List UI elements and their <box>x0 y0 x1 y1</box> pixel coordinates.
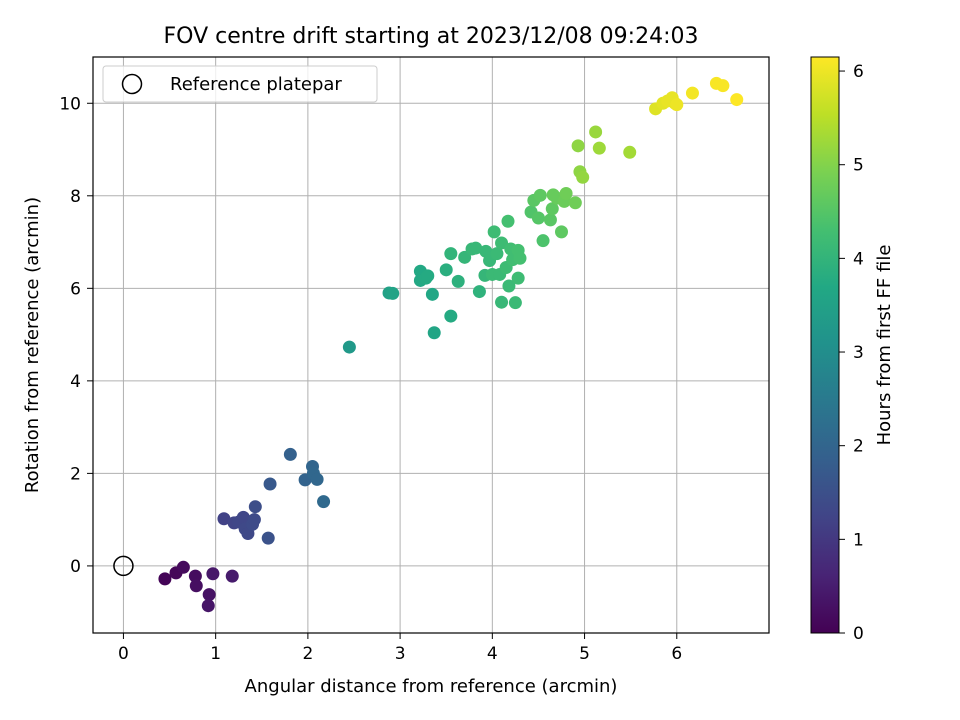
data-point <box>568 196 582 210</box>
data-point <box>206 567 220 581</box>
data-point <box>188 569 202 583</box>
data-point <box>513 251 527 265</box>
reference-point-icon <box>113 555 134 577</box>
data-point <box>421 269 435 283</box>
data-point <box>342 340 356 354</box>
data-point <box>576 170 590 184</box>
data-point <box>508 296 522 310</box>
x-tick-label: 1 <box>210 644 221 664</box>
data-point <box>487 225 501 239</box>
data-point <box>685 86 699 100</box>
chart-title: FOV centre drift starting at 2023/12/08 … <box>164 24 699 49</box>
data-point <box>469 241 483 255</box>
x-tick-label: 3 <box>395 644 406 664</box>
data-point <box>531 211 545 225</box>
data-point <box>236 510 250 524</box>
data-point <box>536 234 550 248</box>
legend: Reference platepar <box>102 65 378 103</box>
data-point <box>559 186 573 200</box>
data-point <box>202 588 216 602</box>
colorbar-tick-label: 0 <box>853 624 864 644</box>
data-point <box>571 139 585 153</box>
colorbar-ticks: 0 1 2 3 4 5 6 <box>839 62 864 644</box>
data-point <box>589 125 603 139</box>
plot-frame <box>92 56 770 634</box>
data-point <box>263 477 277 491</box>
data-point <box>261 531 275 545</box>
x-tick-label: 0 <box>118 644 129 664</box>
data-point <box>502 279 516 293</box>
colorbar-tick-label: 1 <box>853 530 864 550</box>
data-point <box>158 572 172 586</box>
data-point <box>439 263 453 277</box>
legend-box <box>102 65 378 103</box>
y-tick-label: 10 <box>59 94 81 114</box>
data-point <box>495 236 509 250</box>
data-point <box>247 513 261 527</box>
data-point <box>716 79 730 93</box>
data-point <box>670 98 684 112</box>
y-tick-label: 8 <box>70 187 81 207</box>
colorbar-tick-label: 3 <box>853 343 864 363</box>
x-tick-label: 4 <box>487 644 498 664</box>
colorbar-gradient <box>810 56 840 634</box>
y-tick-label: 4 <box>70 372 81 392</box>
x-axis-ticks: 0 1 2 3 4 5 6 <box>118 633 682 664</box>
x-tick-label: 5 <box>579 644 590 664</box>
y-tick-label: 0 <box>70 557 81 577</box>
data-point <box>444 309 458 323</box>
y-axis-label: Rotation from reference (arcmin) <box>22 197 43 493</box>
x-tick-label: 2 <box>302 644 313 664</box>
legend-marker-icon <box>121 73 143 95</box>
colorbar-tick-label: 4 <box>853 249 864 269</box>
data-point <box>533 188 547 202</box>
data-point <box>623 145 637 159</box>
legend-label: Reference platepar <box>170 74 342 95</box>
data-point <box>217 512 231 526</box>
data-point <box>317 495 331 509</box>
data-point <box>225 569 239 583</box>
data-point <box>511 271 525 285</box>
data-point <box>451 274 465 288</box>
data-point <box>425 287 439 301</box>
data-point <box>189 579 203 593</box>
data-point <box>554 225 568 239</box>
colorbar-tick-label: 2 <box>853 437 864 457</box>
data-point <box>176 560 190 574</box>
colorbar: 0 1 2 3 4 5 6 Hours from first FF file <box>810 56 895 644</box>
colorbar-tick-label: 5 <box>853 156 864 176</box>
x-tick-label: 6 <box>671 644 682 664</box>
data-points <box>158 76 744 613</box>
data-point <box>543 213 557 227</box>
data-point <box>495 295 509 309</box>
data-point <box>248 500 262 514</box>
colorbar-label: Hours from first FF file <box>874 245 895 446</box>
data-point <box>444 247 458 261</box>
data-point <box>730 93 744 107</box>
data-point <box>427 326 441 340</box>
data-point <box>458 250 472 264</box>
data-point <box>472 285 486 299</box>
data-point <box>545 202 559 216</box>
grid-lines <box>93 57 769 633</box>
data-point <box>201 599 215 613</box>
data-point <box>310 472 324 486</box>
data-point <box>386 286 400 300</box>
x-axis-label: Angular distance from reference (arcmin) <box>245 676 618 697</box>
colorbar-tick-label: 6 <box>853 62 864 82</box>
y-axis-ticks: 0 2 4 6 8 10 <box>59 94 93 577</box>
data-point <box>283 447 297 461</box>
data-point <box>490 247 504 261</box>
data-point <box>592 141 606 155</box>
y-tick-label: 6 <box>70 279 81 299</box>
reference-marker <box>113 555 134 577</box>
data-point <box>501 214 515 228</box>
y-tick-label: 2 <box>70 464 81 484</box>
